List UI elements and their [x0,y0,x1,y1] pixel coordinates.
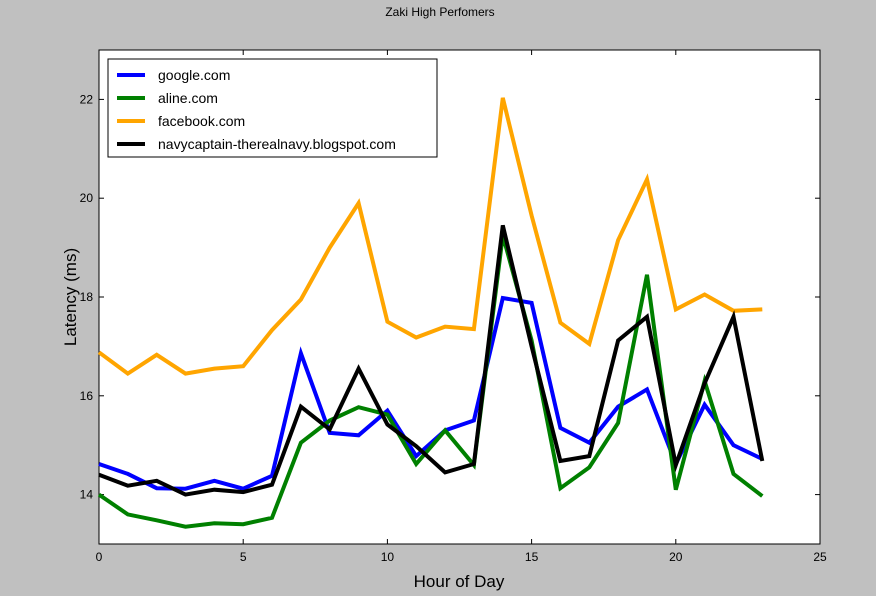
axis-ticks: 0 5 10 15 20 25 14 16 18 20 22 [80,50,827,564]
series-line-3 [98,224,765,497]
series-line-0 [98,295,764,491]
series-line-2 [97,97,763,377]
y-tick-label: 18 [80,290,94,304]
legend-label: google.com [158,67,230,83]
series-lines [97,97,765,529]
x-tick-label: 15 [525,550,539,564]
y-tick-label: 22 [80,92,94,106]
y-tick-label: 14 [80,488,94,502]
legend: google.com aline.com facebook.com navycapta… [107,58,438,158]
x-axis-label: Hour of Day [414,572,505,591]
legend-box [107,58,438,158]
x-tick-label: 0 [96,550,103,564]
x-tick-label: 10 [381,550,395,564]
chart-title: Zaki High Perfomers [385,5,494,19]
x-tick-label: 20 [669,550,683,564]
y-tick-label: 16 [80,389,94,403]
series-line-1 [97,234,764,529]
legend-label: navycaptain-therealnavy.blogspot.com [158,136,396,152]
legend-label: facebook.com [158,113,245,129]
y-tick-label: 20 [80,191,94,205]
x-tick-label: 5 [240,550,247,564]
y-axis-label: Latency (ms) [61,248,80,346]
legend-label: aline.com [158,90,218,106]
x-tick-label: 25 [813,550,827,564]
